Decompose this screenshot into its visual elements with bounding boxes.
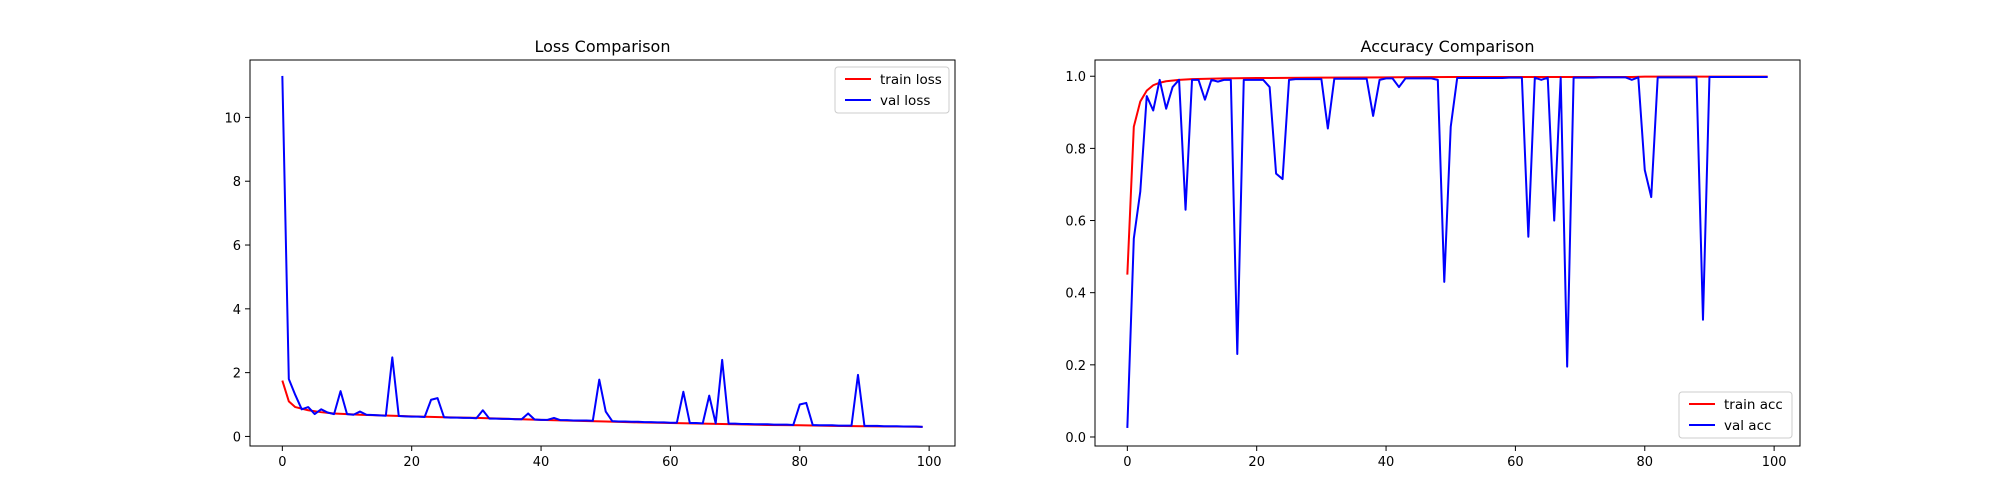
accuracy-y-tick-label: 0.6	[1065, 215, 1086, 230]
loss-x-tick-label: 40	[533, 455, 550, 470]
loss-plot-area: 0 20 40 60 80 100 0 2 4 6 8 10	[224, 59, 956, 470]
loss-series-train-loss	[281, 380, 923, 428]
legend-label-train-loss: train loss	[880, 72, 942, 88]
accuracy-x-tick-label: 40	[1378, 455, 1395, 470]
accuracy-plot-area: 0 20 40 60 80 100 0.0 0.2 0.4 0.6 0.8 1.0	[1065, 59, 1801, 470]
accuracy-series-val-acc	[1126, 75, 1768, 428]
loss-y-tick-label: 6	[233, 239, 241, 254]
accuracy-y-tick-label: 0.0	[1065, 431, 1086, 446]
loss-y-tick-label: 4	[233, 303, 241, 318]
loss-axes-frame	[249, 59, 956, 447]
accuracy-x-tick-label: 100	[1762, 455, 1787, 470]
accuracy-chart: Accuracy Comparison 0 20 40 60 80 100 0.0 0.2 0.…	[1065, 37, 1801, 470]
loss-y-tick-label: 8	[233, 175, 241, 190]
loss-x-tick-label: 20	[403, 455, 420, 470]
accuracy-x-tick-label: 0	[1123, 455, 1131, 470]
loss-x-tick-label: 80	[791, 455, 808, 470]
loss-x-tick-label: 60	[662, 455, 679, 470]
loss-chart-title: Loss Comparison	[535, 37, 671, 56]
loss-legend: train loss val loss	[834, 66, 950, 114]
loss-chart: Loss Comparison 0 20 40 60 80 100 0 2 4 6 8 10 trai…	[224, 37, 956, 470]
accuracy-chart-title: Accuracy Comparison	[1361, 37, 1535, 56]
loss-y-tick-label: 0	[233, 430, 241, 445]
accuracy-x-tick-label: 20	[1248, 455, 1265, 470]
accuracy-y-tick-label: 0.2	[1065, 359, 1086, 374]
loss-y-tick-label: 10	[224, 111, 241, 126]
accuracy-axes-frame	[1094, 59, 1801, 447]
loss-series-val-loss	[281, 75, 923, 428]
legend-label-val-acc: val acc	[1724, 418, 1771, 434]
accuracy-x-tick-label: 80	[1636, 455, 1653, 470]
accuracy-legend: train acc val acc	[1678, 391, 1793, 439]
accuracy-y-tick-label: 0.4	[1065, 287, 1086, 302]
accuracy-y-tick-label: 1.0	[1065, 70, 1086, 85]
accuracy-x-tick-label: 60	[1507, 455, 1524, 470]
legend-label-val-loss: val loss	[880, 93, 930, 109]
accuracy-y-tick-label: 0.8	[1065, 142, 1086, 157]
legend-label-train-acc: train acc	[1724, 397, 1783, 413]
loss-x-tick-label: 0	[278, 455, 286, 470]
loss-y-tick-label: 2	[233, 367, 241, 382]
loss-x-tick-label: 100	[917, 455, 942, 470]
